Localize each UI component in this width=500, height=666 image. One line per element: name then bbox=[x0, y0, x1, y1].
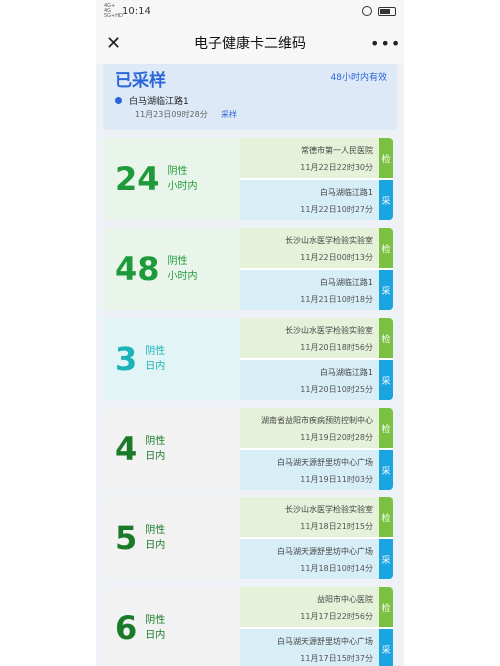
nav-bar: ✕ 电子健康卡二维码 ••• bbox=[96, 22, 404, 64]
battery-icon bbox=[378, 6, 396, 16]
phone-screen: 4G+ 4G 5G+HD 10:14 ✕ 电子健康卡二维码 ••• 已采样 48… bbox=[96, 0, 404, 666]
result-status: 阴性 bbox=[145, 346, 166, 357]
collect-record[interactable]: 白马湖天源舒里坊中心广场 11月19日11时03分采 bbox=[240, 450, 393, 490]
record-place: 白马湖天源舒里坊中心广场 bbox=[277, 637, 373, 646]
collect-record[interactable]: 白马湖临江路1 11月20日10时25分采 bbox=[240, 360, 393, 400]
test-record[interactable]: 湖南省益阳市疾病预防控制中心 11月19日20时28分检 bbox=[240, 408, 393, 448]
test-record[interactable]: 常德市第一人民医院 11月22日22时30分检 bbox=[240, 138, 393, 178]
result-number: 24 bbox=[115, 160, 160, 198]
record-place: 湖南省益阳市疾病预防控制中心 bbox=[261, 416, 373, 425]
result-group[interactable]: 4 阴性 日内 湖南省益阳市疾病预防控制中心 11月19日20时28分检白马湖天源舒里坊… bbox=[103, 408, 393, 490]
result-summary: 48 阴性小时内 bbox=[103, 228, 240, 310]
test-badge: 检 bbox=[379, 138, 393, 178]
result-status: 阴性 bbox=[145, 615, 166, 626]
record-datetime: 11月20日10时25分 bbox=[300, 385, 373, 394]
collect-record[interactable]: 白马湖临江路1 11月22日10时27分采 bbox=[240, 180, 393, 220]
record-place: 长沙山水医学检验实验室 bbox=[285, 326, 373, 335]
record-datetime: 11月18日21时15分 bbox=[300, 522, 373, 531]
validity-note: 48小时内有效 bbox=[330, 73, 387, 83]
result-group[interactable]: 5 阴性 日内 长沙山水医学检验实验室 11月18日21时15分检白马湖天源舒里坊中心广… bbox=[103, 497, 393, 579]
result-period: 日内 bbox=[145, 451, 166, 462]
result-period: 日内 bbox=[145, 361, 166, 372]
result-group[interactable]: 48 阴性小时内 长沙山水医学检验实验室 11月22日00时13分检白马湖临江路1 11… bbox=[103, 228, 393, 310]
record-place: 长沙山水医学检验实验室 bbox=[285, 236, 373, 245]
sample-status-card: 已采样 48小时内有效 白马湖临江路1 11月23日09时28分 采样 bbox=[103, 64, 397, 130]
page-title: 电子健康卡二维码 bbox=[194, 36, 306, 52]
result-status: 阴性 bbox=[167, 166, 188, 177]
network-indicator: 4G+ 4G 5G+HD bbox=[104, 2, 123, 19]
test-badge: 检 bbox=[379, 318, 393, 358]
result-summary: 5 阴性日内 bbox=[103, 497, 240, 579]
record-datetime: 11月19日20时28分 bbox=[300, 433, 373, 442]
result-number: 48 bbox=[115, 250, 160, 288]
collect-record[interactable]: 白马湖临江路1 11月21日10时18分采 bbox=[240, 270, 393, 310]
result-summary: 6 阴性日内 bbox=[103, 587, 240, 666]
alarm-icon bbox=[362, 6, 372, 16]
record-place: 长沙山水医学检验实验室 bbox=[285, 505, 373, 514]
result-status: 阴性 bbox=[167, 256, 188, 267]
record-place: 白马湖临江路1 bbox=[319, 368, 373, 377]
collect-record[interactable]: 白马湖天源舒里坊中心广场 11月18日10时14分采 bbox=[240, 539, 393, 579]
result-number: 5 bbox=[115, 519, 138, 557]
record-datetime: 11月21日10时18分 bbox=[300, 295, 373, 304]
status-bar: 4G+ 4G 5G+HD 10:14 bbox=[96, 0, 404, 22]
result-number: 4 bbox=[115, 430, 138, 468]
record-place: 白马湖临江路1 bbox=[319, 278, 373, 287]
record-datetime: 11月22日10时27分 bbox=[300, 205, 373, 214]
record-datetime: 11月17日22时56分 bbox=[300, 612, 373, 621]
collect-badge: 采 bbox=[379, 539, 393, 579]
test-record[interactable]: 长沙山水医学检验实验室 11月18日21时15分检 bbox=[240, 497, 393, 537]
record-place: 白马湖天源舒里坊中心广场 bbox=[277, 547, 373, 556]
record-datetime: 11月22日22时30分 bbox=[300, 163, 373, 172]
collect-badge: 采 bbox=[379, 629, 393, 666]
collect-record[interactable]: 白马湖天源舒里坊中心广场 11月17日15时37分采 bbox=[240, 629, 393, 666]
sample-tag: 采样 bbox=[221, 110, 237, 119]
clock: 10:14 bbox=[122, 5, 151, 17]
test-record[interactable]: 长沙山水医学检验实验室 11月22日00时13分检 bbox=[240, 228, 393, 268]
sample-location: 白马湖临江路1 bbox=[129, 97, 189, 107]
close-icon[interactable]: ✕ bbox=[106, 32, 122, 54]
test-badge: 检 bbox=[379, 587, 393, 627]
record-datetime: 11月20日18时56分 bbox=[300, 343, 373, 352]
record-place: 益阳市中心医院 bbox=[317, 595, 373, 604]
test-record[interactable]: 益阳市中心医院 11月17日22时56分检 bbox=[240, 587, 393, 627]
test-badge: 检 bbox=[379, 228, 393, 268]
record-datetime: 11月18日10时14分 bbox=[300, 564, 373, 573]
collect-badge: 采 bbox=[379, 450, 393, 490]
location-dot-icon bbox=[115, 97, 122, 104]
result-number: 3 bbox=[115, 340, 138, 378]
result-group[interactable]: 6 阴性日内 益阳市中心医院 11月17日22时56分检白马湖天源舒里坊中心广场 11月… bbox=[103, 587, 393, 666]
result-period: 小时内 bbox=[167, 181, 198, 192]
more-icon[interactable]: ••• bbox=[370, 33, 402, 53]
collect-badge: 采 bbox=[379, 180, 393, 220]
result-group[interactable]: 24 阴性小时内 常德市第一人民医院 11月22日22时30分检白马湖临江路1 11月2… bbox=[103, 138, 393, 220]
record-place: 白马湖临江路1 bbox=[319, 188, 373, 197]
result-number: 6 bbox=[115, 609, 138, 647]
result-summary: 24 阴性小时内 bbox=[103, 138, 240, 220]
result-summary: 4 阴性日内 bbox=[103, 408, 240, 490]
result-period: 日内 bbox=[145, 540, 166, 551]
collect-badge: 采 bbox=[379, 270, 393, 310]
record-datetime: 11月22日00时13分 bbox=[300, 253, 373, 262]
test-record[interactable]: 长沙山水医学检验实验室 11月20日18时56分检 bbox=[240, 318, 393, 358]
result-period: 日内 bbox=[145, 630, 166, 641]
record-datetime: 11月19日11时03分 bbox=[300, 475, 373, 484]
record-datetime: 11月17日15时37分 bbox=[300, 654, 373, 663]
result-status: 阴性 bbox=[145, 436, 166, 447]
sample-time: 11月23日09时28分 bbox=[135, 110, 208, 119]
record-place: 白马湖天源舒里坊中心广场 bbox=[277, 458, 373, 467]
result-summary: 3 阴性日内 bbox=[103, 318, 240, 400]
record-place: 常德市第一人民医院 bbox=[301, 146, 373, 155]
result-group[interactable]: 3 阴性日内 长沙山水医学检验实验室 11月20日18时56分检白马湖临江路1 11月2… bbox=[103, 318, 393, 400]
test-badge: 检 bbox=[379, 408, 393, 448]
result-status: 阴性 bbox=[145, 525, 166, 536]
collect-badge: 采 bbox=[379, 360, 393, 400]
result-period: 小时内 bbox=[167, 271, 198, 282]
sample-status: 已采样 bbox=[115, 71, 166, 91]
test-badge: 检 bbox=[379, 497, 393, 537]
